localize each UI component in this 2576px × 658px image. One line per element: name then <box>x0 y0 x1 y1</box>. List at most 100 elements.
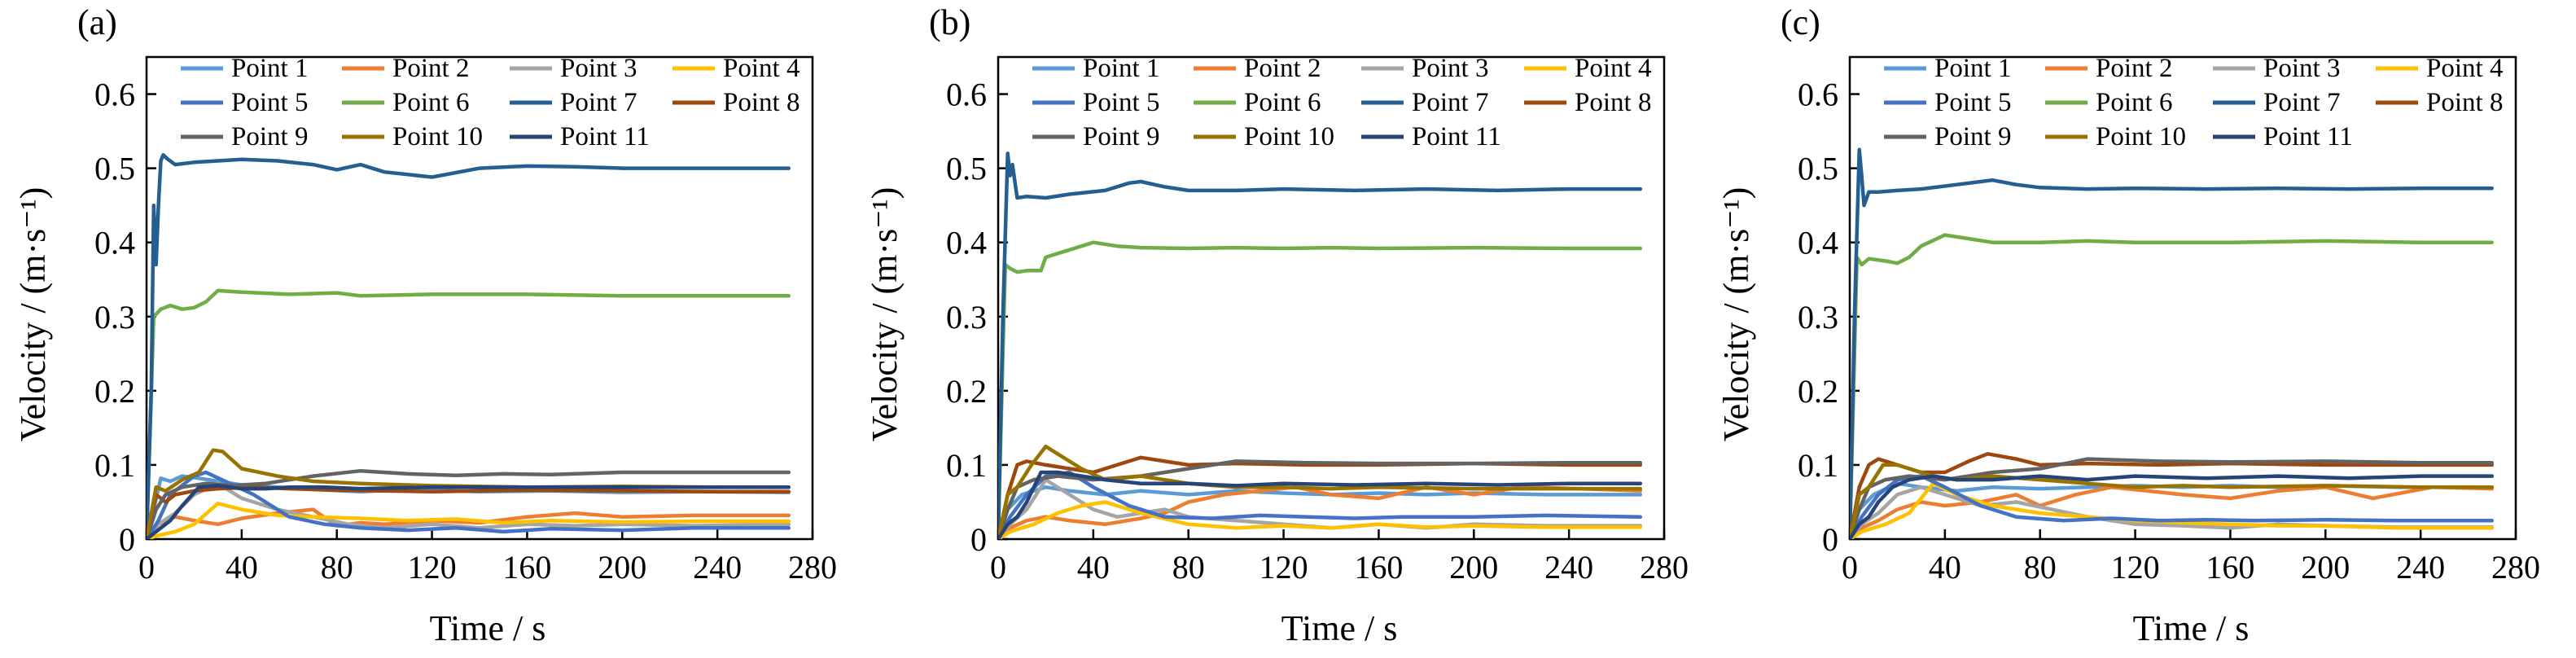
legend-entry-point-3: Point 3 <box>1412 54 1488 83</box>
legend-entry-point-1: Point 1 <box>1083 54 1159 83</box>
legend-entry-point-8: Point 8 <box>723 88 800 117</box>
series-line-point-4 <box>998 500 1643 539</box>
series-line-point-11 <box>998 470 1643 539</box>
x-tick-label: 160 <box>502 549 551 586</box>
legend-entry-point-11: Point 11 <box>1412 122 1501 151</box>
x-axis-title: Time / s <box>2133 608 2250 648</box>
x-tick-label: 200 <box>2301 549 2350 586</box>
x-tick-label: 200 <box>598 549 646 586</box>
series-line-point-6 <box>1850 233 2495 539</box>
legend-entry-point-10: Point 10 <box>2096 122 2186 151</box>
y-tick-label: 0.6 <box>94 77 135 113</box>
series-line-point-4 <box>147 502 791 539</box>
series-line-point-7 <box>1850 147 2495 539</box>
x-axis-title: Time / s <box>430 608 546 648</box>
y-axis-title: Velocity / (m·s⁻¹) <box>865 187 905 442</box>
y-tick-label: 0.3 <box>946 299 987 336</box>
chart-panel-1: (a) 0 0.1 0.2 0.3 0.4 0.5 0.6 0 40 80 120 160 200 240 2… <box>13 2 837 648</box>
x-tick-label: 160 <box>2206 549 2254 586</box>
series-line-point-7 <box>998 151 1643 539</box>
x-tick-label: 280 <box>1640 549 1689 586</box>
y-axis-title: Velocity / (m·s⁻¹) <box>1716 187 1756 442</box>
plot-frame <box>1848 55 2517 541</box>
series-line-point-6 <box>998 240 1643 539</box>
series-line-point-1 <box>998 485 1643 539</box>
legend-entry-point-6: Point 6 <box>1244 88 1321 117</box>
x-tick-label: 0 <box>138 549 155 586</box>
legend-entry-point-8: Point 8 <box>2426 88 2503 117</box>
x-tick-label: 0 <box>1842 549 1858 586</box>
y-tick-label: 0.2 <box>946 373 987 410</box>
series-line-point-10 <box>998 444 1643 539</box>
series-line-point-9 <box>147 468 791 539</box>
x-tick-label: 200 <box>1449 549 1498 586</box>
legend-entry-point-11: Point 11 <box>560 122 650 151</box>
series-line-point-10 <box>1850 463 2495 539</box>
legend-entry-point-4: Point 4 <box>723 54 800 83</box>
x-tick-label: 280 <box>2491 549 2540 586</box>
chart-panel-3: (c) 0 0.1 0.2 0.3 0.4 0.5 0.6 0 40 80 120 160 200 240 2… <box>1716 2 2540 648</box>
legend-entry-point-4: Point 4 <box>2426 54 2503 83</box>
x-tick-label: 80 <box>321 549 353 586</box>
y-tick-label: 0.5 <box>94 151 135 187</box>
y-tick-label: 0.2 <box>1798 373 1838 410</box>
y-axis-title: Velocity / (m·s⁻¹) <box>13 187 53 442</box>
x-tick-label: 120 <box>408 549 457 586</box>
x-tick-label: 240 <box>2396 549 2445 586</box>
x-tick-label: 40 <box>1929 549 1961 586</box>
y-tick-label: 0.2 <box>94 373 135 410</box>
series-line-point-5 <box>1850 474 2495 539</box>
legend-entry-point-7: Point 7 <box>1412 88 1488 117</box>
y-tick-label: 0.1 <box>946 447 987 484</box>
legend-entry-point-5: Point 5 <box>1083 88 1159 117</box>
legend-entry-point-1: Point 1 <box>1934 54 2011 83</box>
x-tick-label: 240 <box>1544 549 1593 586</box>
series-line-point-5 <box>147 470 791 539</box>
series-line-point-8 <box>1850 452 2495 539</box>
legend-entry-point-2: Point 2 <box>1244 54 1321 83</box>
chart-panel-2: (b) 0 0.1 0.2 0.3 0.4 0.5 0.6 0 40 80 120 160 200 240 2… <box>865 2 1689 648</box>
x-tick-label: 0 <box>990 549 1006 586</box>
legend-entry-point-10: Point 10 <box>392 122 483 151</box>
legend-entry-point-5: Point 5 <box>231 88 308 117</box>
series-line-point-4 <box>1850 481 2495 539</box>
series-line-point-11 <box>147 484 791 539</box>
x-tick-label: 240 <box>693 549 742 586</box>
legend-entry-point-8: Point 8 <box>1575 88 1651 117</box>
series-line-point-11 <box>1850 474 2495 539</box>
y-tick-label: 0.6 <box>946 77 987 113</box>
panel-label: (a) <box>77 2 117 42</box>
legend-entry-point-2: Point 2 <box>2096 54 2172 83</box>
x-tick-label: 120 <box>2111 549 2160 586</box>
legend-entry-point-3: Point 3 <box>560 54 637 83</box>
x-tick-label: 40 <box>1077 549 1110 586</box>
x-tick-label: 80 <box>1172 549 1205 586</box>
y-tick-label: 0.6 <box>1798 77 1838 113</box>
y-tick-label: 0 <box>1822 521 1838 558</box>
plot-frame <box>997 55 1666 541</box>
y-tick-label: 0.5 <box>1798 151 1838 187</box>
series-line-point-6 <box>147 288 791 539</box>
y-tick-label: 0.4 <box>946 225 987 261</box>
y-tick-label: 0 <box>119 521 135 558</box>
legend-entry-point-4: Point 4 <box>1575 54 1651 83</box>
x-axis-title: Time / s <box>1281 608 1398 648</box>
legend-entry-point-7: Point 7 <box>560 88 637 117</box>
legend-entry-point-9: Point 9 <box>231 122 308 151</box>
legend-entry-point-1: Point 1 <box>231 54 308 83</box>
legend-entry-point-10: Point 10 <box>1244 122 1334 151</box>
y-tick-label: 0.1 <box>94 447 135 484</box>
y-tick-label: 0.3 <box>94 299 135 336</box>
y-tick-label: 0.1 <box>1798 447 1838 484</box>
legend-entry-point-2: Point 2 <box>392 54 469 83</box>
legend-entry-point-9: Point 9 <box>1934 122 2011 151</box>
legend-entry-point-6: Point 6 <box>392 88 469 117</box>
series-line-point-7 <box>147 152 791 539</box>
legend-entry-point-6: Point 6 <box>2096 88 2172 117</box>
series-lines <box>147 152 791 539</box>
y-tick-label: 0.3 <box>1798 299 1838 336</box>
y-tick-label: 0.5 <box>946 151 987 187</box>
y-tick-label: 0 <box>970 521 987 558</box>
panel-label: (b) <box>929 2 970 42</box>
legend-entry-point-7: Point 7 <box>2263 88 2340 117</box>
